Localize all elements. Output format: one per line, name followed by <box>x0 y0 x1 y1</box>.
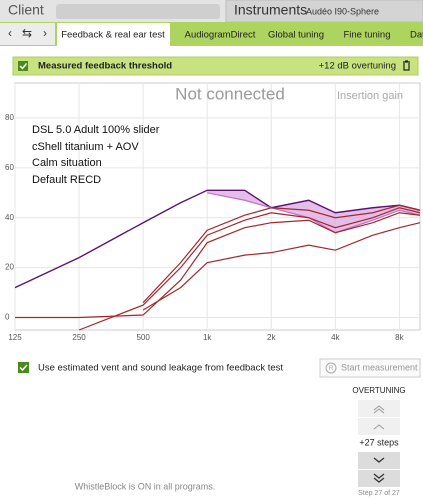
line <box>14 189 421 289</box>
line <box>207 192 421 234</box>
step-info: Step 27 of 27 <box>358 490 400 497</box>
checkbox[interactable] <box>18 61 28 71</box>
annotation: cShell titanium + AOV <box>32 141 139 153</box>
nav-forward[interactable]: › <box>43 26 47 40</box>
active-tab[interactable] <box>57 23 170 46</box>
line <box>142 204 421 303</box>
start-button[interactable] <box>319 358 421 378</box>
annotation: Default RECD <box>32 174 101 186</box>
start-button-label: Start measurement <box>341 362 418 372</box>
tab[interactable]: Fine tuning <box>343 30 390 41</box>
nav-back[interactable]: ‹ <box>8 26 12 40</box>
record-icon-letter: R <box>329 366 334 372</box>
line <box>142 222 421 311</box>
tab[interactable]: Feedback & real ear test <box>61 30 165 41</box>
down-button[interactable] <box>358 452 400 469</box>
instrument-name: Audéo I90-Sphere <box>306 6 379 16</box>
chevron <box>373 424 385 430</box>
overtuning-title: OVERTUNING <box>352 386 405 395</box>
y-tick-label: 0 <box>5 313 10 322</box>
chevron <box>373 457 385 463</box>
x-tick-label: 2k <box>267 333 276 342</box>
feedback-bar <box>12 56 419 76</box>
trash-icon[interactable] <box>403 60 410 71</box>
y-tick-label: 60 <box>5 163 14 172</box>
chart: 0 20 40 60 80 125 250 500 1k 2k 4k 8k <box>5 83 421 342</box>
y-tick-label: 80 <box>5 113 14 122</box>
nav-buttons <box>0 23 55 45</box>
annotation: Calm situation <box>32 157 102 169</box>
line <box>15 212 421 319</box>
y-tick-label: 20 <box>5 263 14 272</box>
feedback-label: Measured feedback threshold <box>38 61 172 72</box>
chevron <box>373 473 385 483</box>
tab[interactable]: Global tuning <box>268 30 324 41</box>
checkbox[interactable] <box>18 362 29 373</box>
line <box>78 207 421 331</box>
tab[interactable]: Dat <box>410 30 423 41</box>
x-tick-label: 8k <box>395 333 404 342</box>
steps: +27 steps <box>359 437 399 447</box>
instruments-label: Instruments <box>234 2 307 18</box>
x-tick-label: 250 <box>72 333 86 342</box>
y-tick-label: 40 <box>5 213 14 222</box>
nav-switch[interactable]: ⇆ <box>22 26 32 40</box>
footer: WhistleBlock is ON in all programs. <box>75 481 216 491</box>
x-tick-label: 125 <box>8 333 22 342</box>
x-tick-label: 4k <box>331 333 340 342</box>
record-icon <box>325 362 337 374</box>
chart-frame <box>14 82 421 331</box>
check <box>19 364 28 372</box>
up-button[interactable] <box>358 418 400 435</box>
feedback-value: +12 dB overtuning <box>319 61 396 72</box>
chart-subtitle: Insertion gain <box>337 90 403 102</box>
check <box>19 63 28 70</box>
chevron <box>373 405 385 414</box>
client-label: Client <box>8 2 44 18</box>
chart-title: Not connected <box>175 84 285 103</box>
client-field[interactable] <box>56 4 220 19</box>
tab[interactable]: AudiogramDirect <box>185 30 256 41</box>
x-tick-label: 1k <box>203 333 212 342</box>
x-tick-label: 500 <box>136 333 150 342</box>
vent-option[interactable]: Use estimated vent and sound leakage fro… <box>38 363 283 374</box>
annotation: DSL 5.0 Adult 100% slider <box>32 124 160 136</box>
